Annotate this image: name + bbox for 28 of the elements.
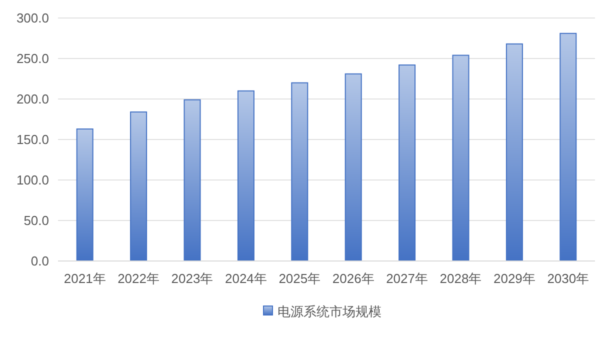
bar: [76, 128, 94, 262]
bar: [184, 99, 201, 262]
y-tick-label: 250.0: [16, 51, 49, 66]
x-tick-label: 2023年: [171, 271, 214, 286]
y-tick-label: 100.0: [16, 172, 49, 188]
bar: [237, 90, 254, 262]
bar: [344, 73, 362, 262]
x-tick-label: 2027年: [386, 271, 428, 286]
x-tick-label: 2029年: [493, 271, 536, 286]
bar: [506, 43, 523, 262]
legend-label: 电源系统市场规模: [278, 304, 382, 319]
x-tick-label: 2030年: [547, 271, 590, 286]
y-tick-label: 0.0: [30, 254, 49, 268]
x-tick-label: 2026年: [332, 271, 374, 286]
x-tick-label: 2022年: [118, 271, 160, 286]
bar: [291, 82, 308, 262]
bar: [398, 64, 416, 262]
y-tick-label: 150.0: [16, 132, 49, 147]
x-tick-label: 2028年: [440, 271, 482, 286]
x-tick-label: 2025年: [278, 271, 321, 286]
bar: [560, 32, 577, 262]
bar: [130, 111, 148, 262]
x-tick-label: 2021年: [64, 271, 106, 286]
bar: [452, 54, 470, 262]
y-tick-label: 50.0: [24, 213, 49, 228]
x-tick-label: 2024年: [224, 271, 267, 286]
y-tick-label: 300.0: [16, 10, 49, 26]
y-tick-label: 200.0: [16, 92, 49, 106]
